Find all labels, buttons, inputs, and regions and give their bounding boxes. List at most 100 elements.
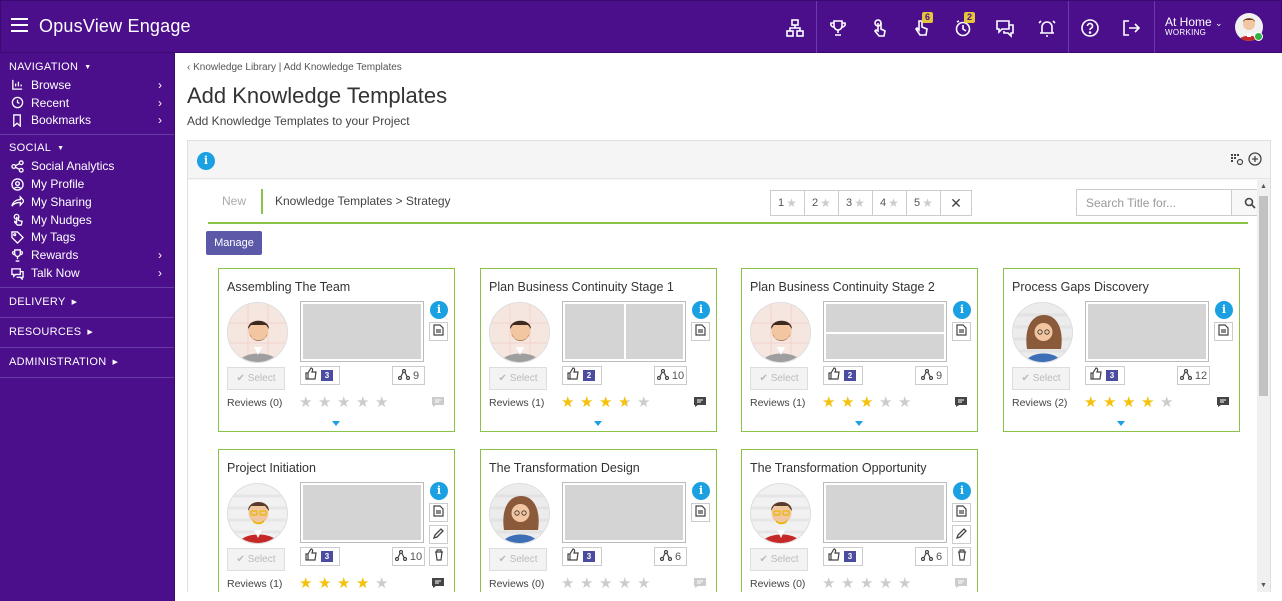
star-filter-1[interactable]: 1 ★ [771,191,805,215]
template-thumbnail[interactable] [562,301,686,362]
like-button[interactable]: 3 [562,547,602,566]
rating-star-icon[interactable]: ★ [318,575,332,592]
share-count-button[interactable]: 10 [392,547,425,566]
nudges-button[interactable]: 6 [900,1,942,54]
rating-star-icon[interactable]: ★ [860,575,874,592]
template-thumbnail[interactable] [823,301,947,362]
delete-button[interactable] [429,547,448,566]
manage-button[interactable]: Manage [206,231,262,255]
sidebar-item-talk-now[interactable]: Talk Now › [0,264,174,282]
rating-star-icon[interactable]: ★ [860,394,874,411]
avatar[interactable] [1235,13,1263,41]
comment-icon[interactable] [431,395,445,413]
star-filter-2[interactable]: 2 ★ [805,191,839,215]
org-chart-button[interactable] [774,1,816,54]
info-icon[interactable]: i [430,482,448,500]
search-input[interactable] [1077,190,1232,215]
rating-star-icon[interactable]: ★ [599,394,613,411]
expand-caret-icon[interactable] [1117,421,1125,426]
like-button[interactable]: 2 [823,366,863,385]
template-card[interactable]: The Transformation Opportunity i ✔ Select 3… [741,449,978,592]
alerts-button[interactable] [1026,1,1068,54]
share-count-button[interactable]: 9 [392,366,425,385]
scrollbar[interactable]: ▲ ▼ [1257,180,1270,592]
search-button[interactable] [1231,190,1258,215]
timer-button[interactable]: 2 [942,1,984,54]
rating-star-icon[interactable]: ★ [879,394,893,411]
info-icon[interactable]: i [953,482,971,500]
star-filter-5[interactable]: 5 ★ [907,191,941,215]
star-rating[interactable]: ★ ★ ★ ★ ★ [561,394,655,411]
help-button[interactable] [1068,1,1110,54]
info-icon[interactable]: i [1215,301,1233,319]
star-rating[interactable]: ★ ★ ★ ★ ★ [822,575,916,592]
template-card[interactable]: The Transformation Design i ✔ Select 3 6 Revi… [480,449,717,592]
edit-button[interactable] [429,525,448,544]
template-card[interactable]: Plan Business Continuity Stage 2 i ✔ Selec… [741,268,978,432]
rating-star-icon[interactable]: ★ [822,394,836,411]
reviews-link[interactable]: Reviews (0) [750,578,806,590]
add-circle-icon[interactable] [1248,152,1262,166]
rating-star-icon[interactable]: ★ [337,394,351,411]
clear-filter-button[interactable]: ✕ [941,191,971,215]
select-button[interactable]: ✔ Select [489,367,547,390]
delivery-section-toggle[interactable]: DELIVERY ▶ [9,295,78,308]
rating-star-icon[interactable]: ★ [898,575,912,592]
star-rating[interactable]: ★ ★ ★ ★ ★ [822,394,916,411]
rating-star-icon[interactable]: ★ [1160,394,1174,411]
reviews-link[interactable]: Reviews (1) [750,397,806,409]
reviews-link[interactable]: Reviews (2) [1012,397,1068,409]
rating-star-icon[interactable]: ★ [580,575,594,592]
scroll-up-icon[interactable]: ▲ [1260,183,1267,190]
document-button[interactable] [952,503,971,522]
comment-icon[interactable] [431,576,445,592]
template-card[interactable]: Assembling The Team i ✔ Select 3 9 Reviews (0… [218,268,455,432]
star-filter-4[interactable]: 4 ★ [873,191,907,215]
star-rating[interactable]: ★ ★ ★ ★ ★ [299,394,393,411]
info-icon[interactable]: i [430,301,448,319]
touch-button[interactable] [858,1,900,54]
rating-star-icon[interactable]: ★ [299,394,313,411]
info-icon[interactable]: i [953,301,971,319]
template-thumbnail[interactable] [823,482,947,543]
sidebar-item-my-tags[interactable]: My Tags [0,229,174,247]
select-button[interactable]: ✔ Select [750,367,808,390]
user-menu[interactable]: At Home ⌄ WORKING [1154,1,1281,54]
rating-star-icon[interactable]: ★ [561,575,575,592]
reviews-link[interactable]: Reviews (1) [489,397,545,409]
select-button[interactable]: ✔ Select [227,367,285,390]
template-thumbnail[interactable] [1085,301,1209,362]
document-button[interactable] [429,503,448,522]
template-thumbnail[interactable] [300,482,424,543]
like-button[interactable]: 3 [823,547,863,566]
rating-star-icon[interactable]: ★ [580,394,594,411]
rating-star-icon[interactable]: ★ [1141,394,1155,411]
edit-button[interactable] [952,525,971,544]
star-rating[interactable]: ★ ★ ★ ★ ★ [561,575,655,592]
rating-star-icon[interactable]: ★ [318,394,332,411]
grid-settings-icon[interactable] [1230,152,1244,166]
comment-icon[interactable] [954,395,968,413]
breadcrumb-link-knowledge-library[interactable]: Knowledge Library [193,62,276,73]
administration-section-toggle[interactable]: ADMINISTRATION ▶ [9,355,119,368]
select-button[interactable]: ✔ Select [489,548,547,571]
sidebar-item-social-analytics[interactable]: Social Analytics [0,157,174,175]
expand-caret-icon[interactable] [594,421,602,426]
expand-caret-icon[interactable] [332,421,340,426]
sidebar-item-my-profile[interactable]: My Profile [0,175,174,193]
document-button[interactable] [952,322,971,341]
rating-star-icon[interactable]: ★ [599,575,613,592]
rating-star-icon[interactable]: ★ [1084,394,1098,411]
like-button[interactable]: 3 [300,366,340,385]
like-button[interactable]: 3 [300,547,340,566]
rating-star-icon[interactable]: ★ [337,575,351,592]
tab-new[interactable]: New [222,194,247,208]
share-count-button[interactable]: 6 [654,547,687,566]
nav-section-toggle[interactable]: NAVIGATION ▼ [9,61,92,73]
star-filter-3[interactable]: 3 ★ [839,191,873,215]
delete-button[interactable] [952,547,971,566]
rating-star-icon[interactable]: ★ [375,394,389,411]
rating-star-icon[interactable]: ★ [356,394,370,411]
like-button[interactable]: 2 [562,366,602,385]
sidebar-item-browse[interactable]: Browse › [0,76,174,94]
